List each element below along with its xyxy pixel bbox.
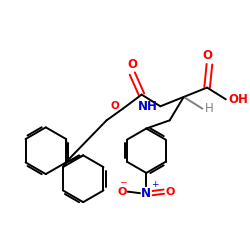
Text: NH: NH bbox=[138, 100, 158, 113]
Text: O: O bbox=[111, 101, 120, 111]
Text: OH: OH bbox=[228, 93, 248, 106]
Text: N: N bbox=[141, 188, 151, 200]
Text: O: O bbox=[127, 58, 137, 71]
Text: +: + bbox=[152, 180, 159, 189]
Text: −: − bbox=[119, 177, 126, 186]
Text: H: H bbox=[205, 102, 214, 115]
Text: O: O bbox=[165, 186, 174, 196]
Text: O: O bbox=[202, 49, 212, 62]
Text: O: O bbox=[117, 186, 126, 196]
